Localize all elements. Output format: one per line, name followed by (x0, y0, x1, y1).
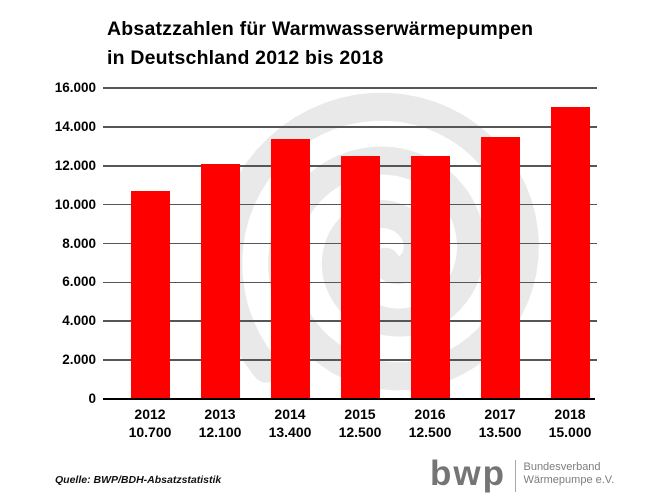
x-axis-label-2015: 2015 12.500 (320, 406, 400, 441)
chart-title-line1: Absatzzahlen für Warmwasserwärmepumpen (107, 18, 534, 40)
bar-2012 (130, 191, 170, 399)
value-label: 10.700 (128, 423, 172, 440)
y-axis-tick-label: 10.000 (54, 196, 96, 212)
gridline (103, 126, 597, 128)
value-label: 12.500 (338, 423, 382, 440)
x-axis-label-2012: 2012 10.700 (110, 406, 190, 441)
y-axis-tick-label: 0 (88, 391, 96, 406)
value-label: 12.100 (198, 423, 242, 440)
y-axis-tick-label: 14.000 (54, 118, 96, 134)
bar-2016 (410, 156, 450, 399)
category-label: 2016 (414, 406, 446, 422)
x-axis-label-2018: 2018 15.000 (530, 406, 610, 441)
x-axis-label-2014: 2014 13.400 (250, 406, 330, 441)
y-axis-tick-label: 4.000 (62, 313, 96, 329)
chart-title: Absatzzahlen für Warmwasserwärmepumpen i… (107, 15, 533, 73)
bar-2014 (270, 138, 310, 399)
bar-2018 (550, 107, 590, 399)
value-label: 13.500 (478, 423, 522, 440)
logo-org-line1: Bundesverband (523, 461, 601, 473)
category-label: 2017 (484, 406, 516, 422)
y-axis-tick-label: 8.000 (62, 235, 96, 251)
value-label: 15.000 (548, 423, 592, 440)
y-axis-tick-label: 2.000 (62, 352, 96, 368)
y-axis-tick-label: 6.000 (62, 274, 96, 290)
logo-org-name: Bundesverband Wärmepumpe e.V. (523, 461, 614, 487)
bar-2013 (200, 163, 240, 399)
value-label: 12.500 (408, 423, 452, 440)
category-label: 2014 (274, 406, 306, 422)
bar-2015 (340, 156, 380, 399)
gridline (103, 87, 597, 89)
source-note: Quelle: BWP/BDH-Absatzstatistik (55, 474, 222, 486)
bwp-logo: bwp Bundesverband Wärmepumpe e.V. (430, 450, 614, 492)
x-axis-baseline (103, 397, 595, 401)
bar-2017 (480, 136, 520, 399)
y-axis-tick-label: 16.000 (54, 80, 96, 95)
x-axis-label-2013: 2013 12.100 (180, 406, 260, 441)
category-label: 2015 (344, 406, 376, 422)
value-label: 13.400 (268, 423, 312, 440)
x-axis-label-2016: 2016 12.500 (390, 406, 470, 441)
category-label: 2013 (204, 406, 236, 422)
x-axis-label-2017: 2017 13.500 (460, 406, 540, 441)
logo-org-line2: Wärmepumpe e.V. (523, 474, 615, 486)
logo-divider (514, 460, 517, 492)
category-label: 2012 (134, 406, 166, 422)
chart-title-line2: in Deutschland 2012 bis 2018 (107, 47, 384, 69)
bwp-logo-wordmark: bwp (430, 454, 506, 493)
category-label: 2018 (554, 406, 586, 422)
y-axis-tick-label: 12.000 (54, 157, 96, 173)
